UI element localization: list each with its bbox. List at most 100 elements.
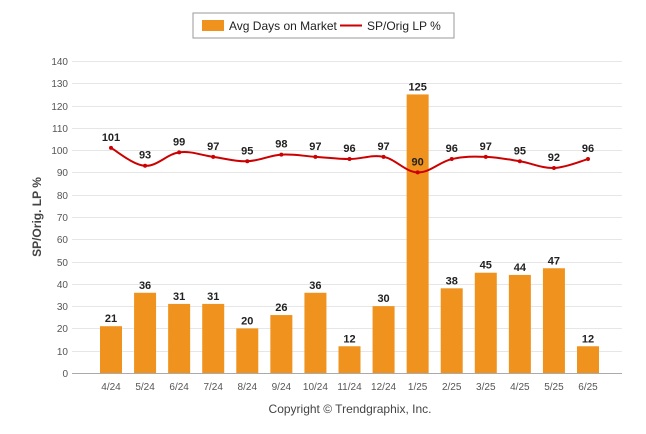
line-point <box>415 170 420 175</box>
x-tick-label: 8/24 <box>238 382 258 393</box>
bar-value-label: 12 <box>582 333 594 345</box>
line-point <box>449 157 454 162</box>
bar <box>202 303 225 373</box>
x-tick-label: 7/24 <box>203 382 223 393</box>
line-value-label: 97 <box>480 141 492 153</box>
y-tick-label: 60 <box>57 235 69 246</box>
x-tick-label: 6/25 <box>578 382 598 393</box>
line-point <box>279 152 284 157</box>
bar-value-label: 26 <box>275 302 287 314</box>
x-tick-label: 4/25 <box>510 382 530 393</box>
y-tick-label: 30 <box>57 302 69 313</box>
bar-value-label: 20 <box>241 315 253 327</box>
line-value-label: 96 <box>446 143 458 155</box>
bar <box>304 292 327 373</box>
x-tick-label: 9/24 <box>272 382 292 393</box>
line-point <box>313 154 318 159</box>
y-tick-label: 0 <box>62 369 68 380</box>
bars <box>100 94 599 373</box>
line-point <box>586 157 590 162</box>
x-tick-label: 11/24 <box>337 382 362 393</box>
bar <box>474 272 497 373</box>
y-tick-label: 90 <box>57 168 69 179</box>
bar-value-label: 21 <box>105 313 117 325</box>
line-point <box>177 150 182 155</box>
bar-value-label: 125 <box>408 81 426 93</box>
bar-value-label: 45 <box>480 260 492 272</box>
y-tick-label: 20 <box>57 324 69 335</box>
line-labels: 101 93 99 97 95 98 97 96 97 90 96 97 95 92 96 <box>102 132 594 169</box>
y-tick-label: 10 <box>57 347 69 358</box>
line-point <box>483 154 488 159</box>
bar-labels: 21 36 31 31 20 26 36 12 30 125 38 45 44 47 12 <box>105 81 594 345</box>
bar <box>168 303 191 373</box>
bar <box>236 328 259 373</box>
line-value-label: 99 <box>173 136 185 148</box>
y-tick-label: 130 <box>51 79 68 90</box>
line-point <box>347 157 352 162</box>
line-value-label: 96 <box>343 143 355 155</box>
line-value-label: 93 <box>139 150 151 162</box>
line-value-label: 92 <box>548 152 560 164</box>
bar-value-label: 47 <box>548 255 560 267</box>
line-value-label: 95 <box>241 145 253 157</box>
line-point <box>245 159 250 164</box>
legend-line-label: SP/Orig LP % <box>367 19 441 33</box>
bar <box>508 274 531 373</box>
bar-value-label: 31 <box>173 291 185 303</box>
bar <box>372 306 395 373</box>
line-point <box>143 163 148 168</box>
line-point <box>109 145 113 150</box>
y-tick-label: 110 <box>52 124 68 135</box>
x-tick-label: 10/24 <box>303 382 328 393</box>
line-value-label: 97 <box>377 141 389 153</box>
x-tick-label: 1/25 <box>408 382 428 393</box>
line-value-label: 90 <box>412 156 424 168</box>
line-point <box>211 154 216 159</box>
bar <box>406 94 429 373</box>
x-tick-label: 4/24 <box>101 382 121 393</box>
bar-value-label: 36 <box>139 280 151 292</box>
line-series <box>109 145 590 175</box>
bar-value-label: 30 <box>377 293 389 305</box>
legend-bar-label: Avg Days on Market <box>229 19 337 33</box>
y-tick-label: 120 <box>51 102 68 113</box>
x-tick-label: 6/24 <box>169 382 189 393</box>
x-tick-label: 3/25 <box>476 382 496 393</box>
line-value-label: 95 <box>514 145 526 157</box>
x-tick-label: 12/24 <box>371 382 396 393</box>
line-point <box>517 159 522 164</box>
legend-bar-swatch <box>202 20 224 31</box>
bar <box>577 346 599 373</box>
bar-value-label: 38 <box>446 275 458 287</box>
line-value-label: 97 <box>309 141 321 153</box>
y-axis-title: SP/Orig. LP % <box>30 177 44 257</box>
x-axis: 4/24 5/24 6/24 7/24 8/24 9/24 10/24 11/24 12/24 1… <box>101 382 598 393</box>
y-tick-label: 80 <box>57 191 69 202</box>
bar <box>338 346 361 373</box>
line-value-label: 96 <box>582 143 594 155</box>
y-tick-label: 100 <box>51 146 68 157</box>
legend-box <box>192 12 455 39</box>
y-tick-label: 40 <box>57 280 69 291</box>
legend: Avg Days on Market SP/Orig LP % <box>192 12 455 39</box>
bar <box>270 315 293 373</box>
bar-value-label: 36 <box>309 280 321 292</box>
bar <box>100 326 122 373</box>
line-value-label: 101 <box>102 132 120 144</box>
y-tick-label: 140 <box>51 57 68 68</box>
bar-value-label: 31 <box>207 291 219 303</box>
bar <box>440 288 463 373</box>
x-tick-label: 2/25 <box>442 382 462 393</box>
y-axis: 0 10 20 30 40 50 60 70 80 90 100 110 120 130 140 <box>51 57 68 380</box>
line-point <box>551 165 556 170</box>
line-value-label: 98 <box>275 139 287 151</box>
bar <box>134 292 157 373</box>
bar-value-label: 12 <box>343 333 355 345</box>
y-tick-label: 50 <box>57 258 69 269</box>
bar-value-label: 44 <box>514 262 527 274</box>
x-tick-label: 5/25 <box>544 382 564 393</box>
x-tick-label: 5/24 <box>135 382 155 393</box>
line-point <box>381 154 386 159</box>
